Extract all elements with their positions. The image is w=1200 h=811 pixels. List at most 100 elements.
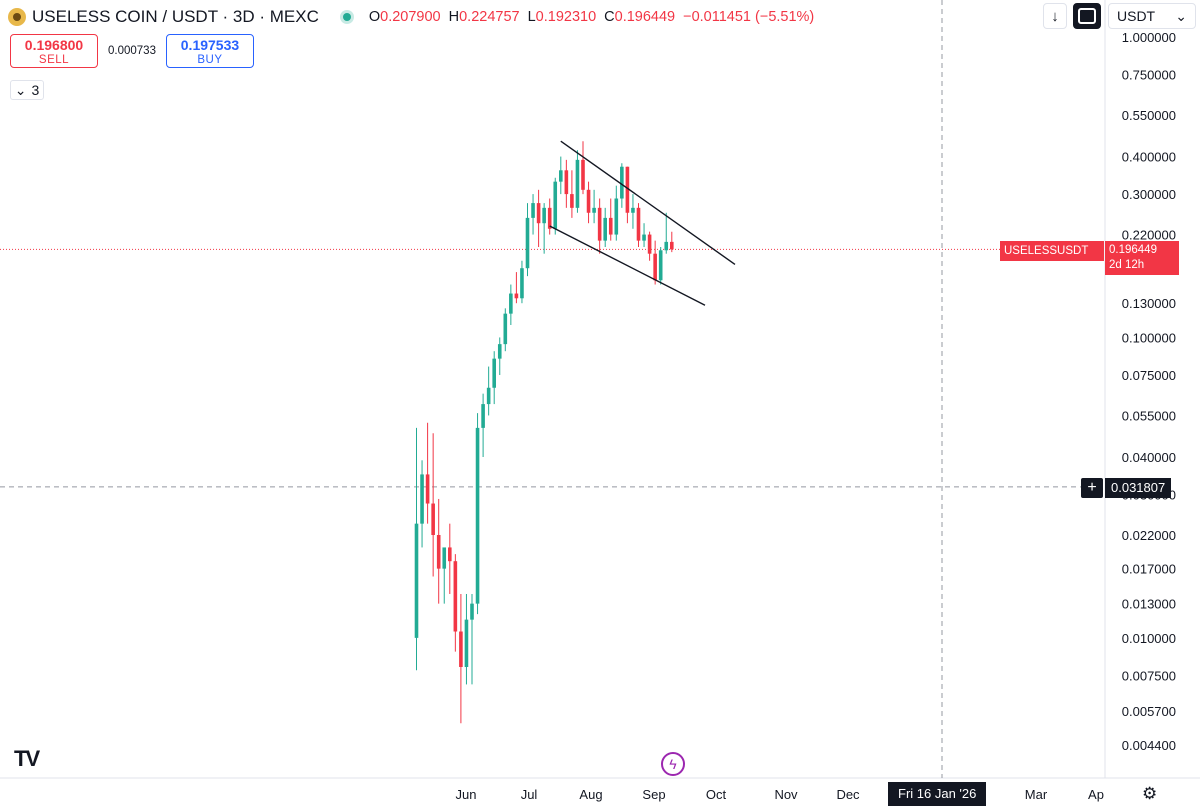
- candle-body: [620, 166, 624, 199]
- change-value: −0.011451 (−5.51%): [683, 9, 815, 25]
- candle-body: [514, 293, 519, 299]
- crosshair-price-label: 0.031807: [1105, 478, 1172, 498]
- candle-body: [608, 217, 613, 235]
- add-alert-icon[interactable]: +: [1081, 478, 1103, 498]
- symbol-title[interactable]: USELESS COIN / USDT · 3D · MEXC: [32, 7, 319, 26]
- x-tick-label: Aug: [579, 787, 602, 802]
- high-value: 0.224757: [459, 9, 520, 25]
- candle-body: [658, 250, 663, 281]
- candle-body: [470, 603, 474, 620]
- gear-icon[interactable]: ⚙: [1142, 784, 1158, 803]
- x-tick-label: Jul: [521, 787, 538, 802]
- wedge-lower-line: [549, 225, 706, 306]
- candle-body: [625, 166, 630, 213]
- x-tick-label: Dec: [836, 787, 860, 802]
- candle-body: [553, 181, 558, 229]
- candle-body: [503, 313, 508, 345]
- y-tick-label: 0.010000: [1122, 631, 1176, 646]
- candle-body: [414, 523, 419, 638]
- legend-header: USELESS COIN / USDT · 3D · MEXC O0.20790…: [8, 6, 814, 28]
- candle-body: [442, 547, 447, 569]
- candle-body: [536, 203, 541, 224]
- candle-body: [653, 253, 657, 281]
- candle-body: [425, 474, 430, 504]
- candle-body: [531, 203, 535, 218]
- currency-value: USDT: [1117, 8, 1156, 24]
- candle-body: [570, 194, 574, 208]
- y-tick-label: 0.550000: [1122, 108, 1176, 123]
- candle-body: [509, 293, 513, 314]
- candle-body: [486, 387, 491, 405]
- indicators-toggle-button[interactable]: ⌄ 3: [10, 80, 44, 100]
- y-tick-label: 0.013000: [1122, 597, 1176, 612]
- coin-logo-icon: [8, 8, 26, 26]
- y-tick-label: 0.005700: [1122, 704, 1176, 719]
- y-tick-label: 0.220000: [1122, 228, 1176, 243]
- y-tick-label: 0.750000: [1122, 68, 1176, 83]
- candle-body: [436, 535, 441, 569]
- candle-body: [420, 474, 424, 524]
- candle-body: [475, 427, 480, 604]
- last-price-value: 0.196449: [1109, 244, 1157, 256]
- candle-body: [547, 207, 552, 229]
- close-value: 0.196449: [614, 9, 676, 25]
- candle-body: [647, 234, 652, 254]
- candle-body: [575, 159, 580, 208]
- candle-body: [631, 207, 635, 213]
- low-key: L: [527, 9, 536, 25]
- candle-body: [564, 170, 569, 195]
- symbol-price-label: USELESSUSDT: [1000, 241, 1104, 261]
- indicator-count: 3: [31, 82, 40, 98]
- candle-body: [670, 241, 674, 250]
- candle-body: [453, 561, 458, 632]
- screen-fit-icon: [1078, 8, 1096, 24]
- buy-button[interactable]: 0.197533 BUY: [165, 34, 254, 68]
- screen-fit-button[interactable]: [1073, 3, 1101, 29]
- buy-price: 0.197533: [180, 37, 240, 53]
- ohlc-values: O0.207900 H0.224757 L0.192310 C0.196449 …: [369, 9, 814, 25]
- sell-label: SELL: [38, 54, 70, 66]
- candle-body: [636, 207, 641, 241]
- x-tick-label: Ap: [1088, 787, 1104, 802]
- y-tick-label: 0.400000: [1122, 150, 1176, 165]
- wedge-upper-line: [560, 140, 736, 265]
- x-tick-label: Nov: [774, 787, 798, 802]
- market-status-icon[interactable]: [342, 13, 351, 21]
- candle-body: [464, 619, 469, 667]
- open-key: O: [368, 9, 381, 25]
- currency-select[interactable]: USDT ⌄: [1108, 3, 1196, 29]
- x-tick-label: Jun: [456, 787, 477, 802]
- x-tick-label: Mar: [1025, 787, 1048, 802]
- y-tick-label: 0.004400: [1122, 738, 1176, 753]
- chevron-down-icon: ⌄: [14, 81, 27, 98]
- x-tick-label: Oct: [706, 787, 727, 802]
- trade-panel: 0.196800 SELL 0.000733 0.197533 BUY: [10, 34, 254, 68]
- buy-label: BUY: [197, 54, 223, 66]
- candle-body: [492, 358, 496, 388]
- candle-body: [520, 268, 524, 299]
- bar-countdown: 2d 12h: [1109, 259, 1145, 271]
- y-tick-label: 0.022000: [1122, 528, 1176, 543]
- candle-body: [603, 217, 607, 241]
- candle-body: [614, 198, 619, 235]
- tradingview-logo-icon[interactable]: TV: [14, 746, 40, 771]
- candle-body: [431, 503, 435, 536]
- y-tick-label: 0.007500: [1122, 668, 1176, 683]
- chevron-down-icon: ⌄: [1175, 7, 1187, 24]
- y-tick-label: 1.000000: [1122, 30, 1176, 45]
- high-key: H: [448, 9, 460, 25]
- y-tick-label: 0.055000: [1122, 408, 1176, 423]
- arrow-down-button[interactable]: ↓: [1043, 3, 1067, 29]
- candle-body: [497, 344, 502, 359]
- arrow-down-icon: ↓: [1051, 7, 1059, 25]
- y-tick-label: 0.130000: [1122, 296, 1176, 311]
- sell-button[interactable]: 0.196800 SELL: [10, 34, 98, 68]
- last-price-label: 0.196449 2d 12h: [1105, 241, 1179, 275]
- lightning-icon[interactable]: ϟ: [661, 752, 685, 776]
- close-key: C: [604, 9, 615, 25]
- candle-body: [664, 241, 669, 251]
- y-tick-label: 0.040000: [1122, 450, 1176, 465]
- y-tick-label: 0.075000: [1122, 368, 1176, 383]
- y-tick-label: 0.017000: [1122, 562, 1176, 577]
